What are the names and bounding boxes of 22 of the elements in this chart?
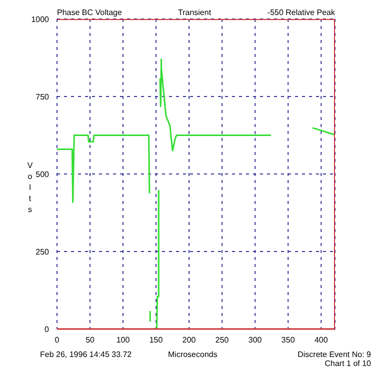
chart-subtitle: Transient [178,8,212,17]
x-tick-label: 300 [248,336,262,345]
y-tick-label: 1000 [31,14,50,24]
x-tick-label: 100 [116,336,130,345]
y-tick-label: 250 [36,247,50,256]
y-tick-label: 0 [44,324,50,334]
x-tick-label: 400 [314,336,328,345]
x-axis-title: Microseconds [168,350,218,359]
text: Discrete Event No: 9 [298,350,371,359]
chart-title: Phase BC Voltage [57,8,122,17]
x-tick-label: 0 [54,336,60,345]
caption: Chart 1 of 10 [324,359,371,368]
text: Feb 26, 1996 14:45 33.72 [40,350,132,359]
x-tick-label: 150 [149,336,164,345]
y-tick-label: 500 [36,170,50,179]
x-tick-label: 350 [281,336,296,345]
x-tick-label: 250 [215,336,230,345]
y-tick-label: 750 [36,92,50,102]
x-tick-label: 200 [182,336,196,345]
text: -550 Relative Peak [267,8,335,17]
x-tick-label: 50 [86,336,96,345]
y-axis-title: Volts [26,160,34,215]
